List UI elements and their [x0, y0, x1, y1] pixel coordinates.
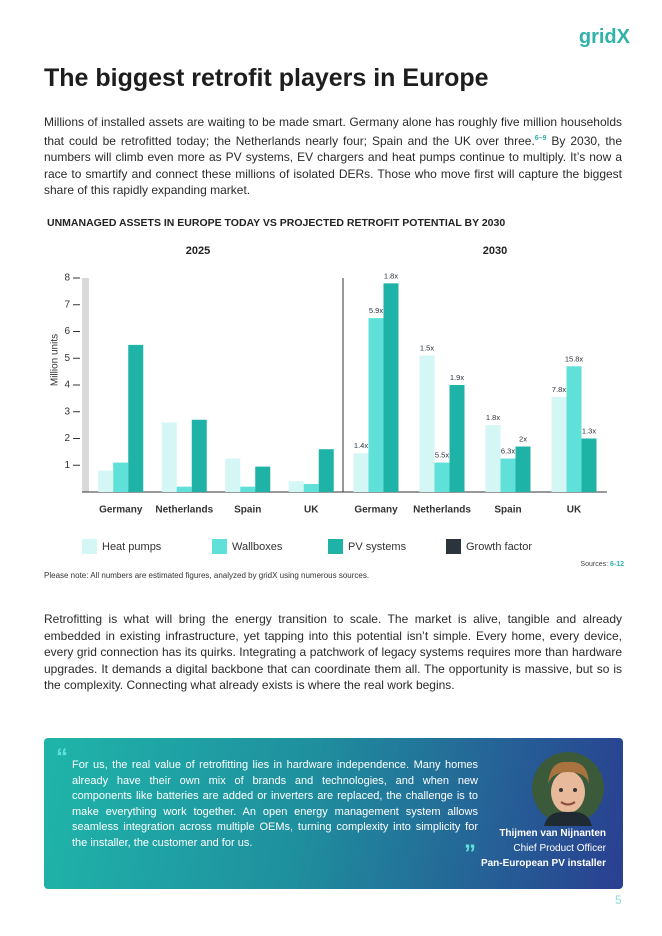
bar [515, 446, 531, 492]
quote-mark: “ [56, 744, 68, 771]
panel-title: 2025 [186, 245, 210, 257]
intro: Millions of installed assets are waiting… [44, 114, 622, 199]
sources-ref: 6-12 [609, 561, 624, 568]
growth-label: 2x [519, 435, 527, 444]
y-tick-label: 5 [64, 353, 70, 364]
bar [566, 366, 582, 492]
bar [98, 470, 114, 492]
legend-swatch [212, 539, 227, 554]
y-axis-label: Million units [50, 334, 61, 386]
legend-label: Growth factor [466, 541, 532, 553]
y-tick-label: 8 [64, 273, 70, 284]
y-tick-label: 3 [64, 406, 70, 417]
y-tick-label: 2 [64, 433, 70, 444]
x-tick-label: Germany [99, 505, 143, 516]
logo: gridX [578, 26, 630, 48]
ref: 6–9 [534, 134, 547, 142]
legend-label: Heat pumps [102, 541, 162, 553]
x-tick-label: Netherlands [413, 505, 471, 516]
page-number: 5 [615, 893, 622, 907]
portrait [532, 752, 604, 826]
y-tick-label: 6 [64, 326, 70, 337]
growth-label: 5.9x [369, 306, 383, 315]
growth-label: 1.4x [354, 441, 368, 450]
quote-mark: ” [464, 840, 476, 867]
page-title: The biggest retrofit players in Europe [44, 64, 489, 92]
quote-text: For us, the real value of retrofitting l… [72, 759, 478, 849]
chart: UNMANAGED ASSETS IN EUROPE TODAY VS PROJ… [47, 217, 607, 554]
sources: Sources: 6-12 [580, 561, 624, 568]
quote-box: “ For us, the real value of retrofitting… [44, 738, 623, 889]
bar [176, 486, 192, 492]
x-tick-label: UK [304, 505, 319, 516]
intro-text: Millions of installed assets are waiting… [44, 115, 622, 148]
quote-company: Pan-European PV installer [480, 858, 606, 869]
note: Please note: All numbers are estimated f… [44, 571, 370, 580]
growth-label: 7.8x [552, 385, 566, 394]
growth-label: 1.8x [486, 413, 500, 422]
bar [288, 481, 304, 492]
growth-label: 1.5x [420, 344, 434, 353]
bar [353, 453, 369, 492]
bar [318, 449, 334, 492]
bar [383, 283, 399, 492]
bar [191, 419, 207, 492]
bar [255, 466, 271, 492]
bar [240, 486, 256, 492]
x-tick-label: Netherlands [155, 505, 213, 516]
intro-text: By 2030, the numbers will climb even mor… [44, 133, 623, 198]
bar [113, 462, 129, 492]
growth-label: 1.8x [384, 271, 398, 280]
bar [368, 318, 384, 492]
growth-label: 6.3x [501, 447, 515, 456]
quote-role: Chief Product Officer [513, 843, 606, 854]
body: Retrofitting is what will bring the ener… [44, 612, 622, 693]
bar [419, 355, 435, 492]
chart-title: UNMANAGED ASSETS IN EUROPE TODAY VS PROJ… [47, 217, 505, 229]
bar [303, 483, 319, 492]
bar [581, 438, 597, 492]
growth-label: 1.9x [450, 373, 464, 382]
sources-label: Sources: [580, 561, 609, 568]
bar [449, 385, 465, 492]
legend-swatch [328, 539, 343, 554]
axis-band [82, 278, 89, 492]
legend-label: Wallboxes [232, 541, 283, 553]
growth-label: 15.8x [565, 354, 584, 363]
bar [500, 458, 516, 492]
growth-label: 1.3x [582, 426, 596, 435]
growth-label: 5.5x [435, 451, 449, 460]
bar [551, 397, 567, 492]
bar [225, 458, 241, 492]
bar [485, 425, 501, 492]
bar [434, 462, 450, 492]
x-tick-label: UK [567, 505, 582, 516]
x-tick-label: Germany [354, 505, 398, 516]
legend-swatch [82, 539, 97, 554]
panel-title: 2030 [483, 245, 507, 257]
bar [161, 422, 177, 492]
y-tick-label: 4 [64, 380, 70, 391]
x-tick-label: Spain [234, 505, 261, 516]
legend-swatch [446, 539, 461, 554]
bar [128, 344, 144, 492]
x-tick-label: Spain [494, 505, 521, 516]
legend-label: PV systems [348, 541, 407, 553]
quote-name: Thijmen van Nijnanten [499, 828, 606, 839]
y-tick-label: 7 [64, 299, 70, 310]
y-tick-label: 1 [64, 460, 70, 471]
